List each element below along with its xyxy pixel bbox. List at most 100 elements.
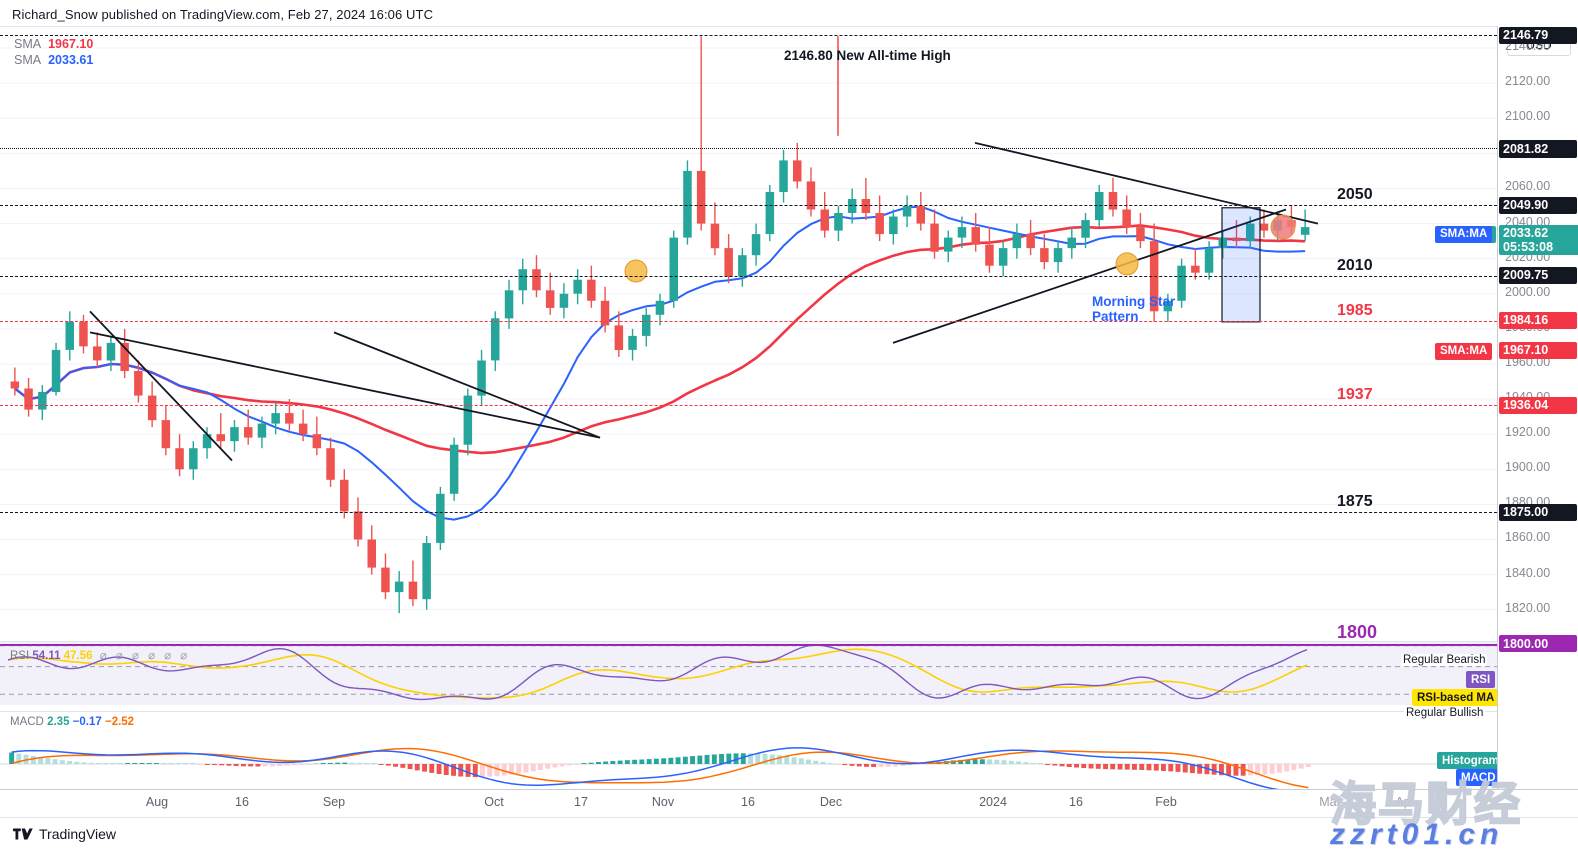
trendline-1: [89, 331, 601, 439]
level-label-2050: 2050: [1337, 186, 1373, 204]
time-axis[interactable]: [0, 789, 1578, 818]
price-tick-1920: 1920.00: [1505, 425, 1551, 440]
rsi-legend-value: 54.11: [32, 650, 61, 662]
macd-canvas: [0, 747, 1497, 790]
legend-sma-fast[interactable]: SMA 2033.61: [14, 52, 93, 68]
level-line-2009.75[interactable]: [0, 275, 1497, 277]
level-line-2082.26[interactable]: [0, 148, 1497, 150]
price-tick-1860: 1860.00: [1505, 530, 1551, 545]
tradingview-logo-icon: [13, 828, 33, 840]
trendline-0: [89, 310, 233, 462]
marker-circle-2: [1270, 214, 1296, 240]
macd-legend-signal: −2.52: [104, 716, 135, 728]
level-line-2146.79[interactable]: [0, 35, 1497, 37]
rsi-legend-ma-value: 47.56: [63, 650, 93, 662]
sma-tag-sma-red: SMA:MA: [1435, 342, 1493, 360]
level-label-2010: 2010: [1337, 256, 1373, 274]
rsi-legend-glyphs: ⌀ ⌀ ⌀ ⌀ ⌀ ⌀: [99, 650, 191, 662]
rsi-tag: RSI: [1466, 671, 1496, 688]
trendline-3: [974, 141, 1319, 225]
tradingview-logo[interactable]: TradingView: [13, 826, 116, 842]
time-label-17: 17: [574, 795, 588, 809]
price-badge-1967.10: 1967.10: [1499, 342, 1577, 359]
time-label-16: 16: [741, 795, 755, 809]
price-badge-1875.00: 1875.00: [1499, 503, 1577, 521]
marker-circle-0: [624, 259, 648, 283]
price-badge-1936.04: 1936.04: [1499, 396, 1577, 414]
price-badge-2081.82: 2081.82: [1499, 140, 1577, 158]
price-tick-1820: 1820.00: [1505, 600, 1551, 615]
macd-legend-label: MACD: [10, 716, 44, 728]
price-badge-1984.16: 1984.16: [1499, 312, 1577, 330]
level-line-1936.04[interactable]: [0, 405, 1497, 407]
time-label-Mar: Mar: [1319, 795, 1341, 809]
rsi-pane[interactable]: [0, 641, 1497, 705]
macd-pane[interactable]: [0, 711, 1497, 790]
price-tick-1900: 1900.00: [1505, 460, 1551, 475]
time-label-Nov: Nov: [651, 795, 675, 809]
macd-histogram-tag: Histogram: [1437, 752, 1504, 769]
level-label-1937: 1937: [1337, 386, 1373, 404]
time-label-Ap: Ap: [1395, 795, 1411, 809]
rsi-canvas: [0, 644, 1497, 701]
last-price-value: 2033.62: [1503, 225, 1549, 240]
macd-legend[interactable]: MACD 2.35 −0.17 −2.52: [10, 716, 134, 728]
time-label-Feb: Feb: [1155, 795, 1177, 809]
rsi-based-ma-tag: RSI-based MA: [1412, 689, 1500, 706]
legend-sma-slow-value: 1967.10: [48, 37, 94, 51]
level-label-1800: 1800: [1337, 621, 1378, 642]
price-badge-2049.90: 2049.90: [1499, 196, 1577, 214]
time-label-Oct: Oct: [484, 795, 504, 809]
annotation-all-time-high: 2146.80 New All-time High: [784, 48, 951, 63]
time-label-Sep: Sep: [322, 795, 346, 809]
morning-star-box: [1221, 207, 1261, 323]
rsi-legend[interactable]: RSI 54.11 47.56 ⌀ ⌀ ⌀ ⌀ ⌀ ⌀: [10, 648, 190, 662]
marker-circle-1: [1115, 252, 1139, 276]
annotation-morning-star-line2: Pattern: [1092, 309, 1139, 324]
trendline-2: [333, 331, 601, 439]
time-label-16: 16: [1069, 795, 1083, 809]
last-price-countdown: 05:53:08: [1503, 239, 1554, 254]
price-tick-2120: 2120.00: [1505, 74, 1551, 89]
legend-sma-fast-label: SMA: [14, 53, 42, 67]
price-pane[interactable]: [0, 26, 1497, 636]
price-badge-2146.79: 2146.79: [1499, 26, 1577, 44]
price-tick-2000: 2000.00: [1505, 284, 1551, 299]
time-label-Aug: Aug: [145, 795, 169, 809]
publication-line: Richard_Snow published on TradingView.co…: [12, 7, 434, 22]
sma-tag-sma-blue: SMA:MA: [1435, 225, 1493, 243]
price-tick-1840: 1840.00: [1505, 565, 1551, 580]
price-pane-legend: SMA 1967.10 SMA 2033.61: [14, 36, 93, 68]
annotation-morning-star-line1: Morning Star: [1092, 294, 1176, 309]
legend-sma-fast-value: 2033.61: [48, 53, 94, 67]
level-label-1875: 1875: [1337, 493, 1373, 511]
level-line-1800[interactable]: [0, 643, 1497, 646]
legend-sma-slow-label: SMA: [14, 37, 42, 51]
price-tick-2100: 2100.00: [1505, 109, 1551, 124]
level-line-1984.16[interactable]: [0, 320, 1497, 322]
time-label-Dec: Dec: [819, 795, 843, 809]
level-label-1985: 1985: [1337, 301, 1373, 319]
rsi-regular-bullish-label: Regular Bullish: [1404, 707, 1486, 719]
watermark-chinese: 海马财经: [1329, 777, 1522, 831]
price-badge-2009.75: 2009.75: [1499, 267, 1577, 285]
rsi-legend-label: RSI: [10, 650, 30, 662]
macd-line-tag: MACD: [1456, 769, 1501, 786]
legend-sma-slow[interactable]: SMA 1967.10: [14, 36, 93, 52]
tradingview-logo-text: TradingView: [39, 826, 117, 842]
macd-legend-hist: 2.35: [47, 716, 70, 728]
footer: [0, 817, 1578, 857]
macd-legend-line: −0.17: [72, 716, 102, 728]
time-label-2024: 2024: [979, 795, 1007, 809]
price-tick-2060: 2060.00: [1505, 179, 1551, 194]
rsi-regular-bearish-label: Regular Bearish: [1401, 654, 1488, 666]
level-line-2049.9[interactable]: [0, 205, 1497, 207]
watermark-url: zzrt01.cn: [1330, 818, 1504, 851]
level-line-1875[interactable]: [0, 512, 1497, 514]
price-candles-canvas: [0, 36, 1497, 614]
annotation-morning-star: Morning Star Pattern: [1092, 294, 1175, 324]
time-label-16: 16: [235, 795, 249, 809]
last-price-badge: 2033.62 05:53:08: [1499, 224, 1578, 255]
price-badge-1800.00: 1800.00: [1499, 635, 1577, 653]
